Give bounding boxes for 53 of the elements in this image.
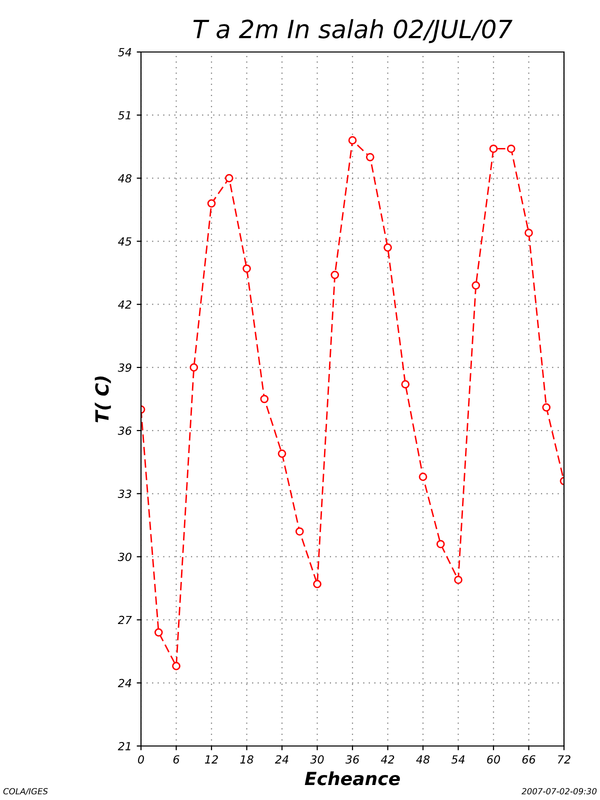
x-tick-label: 0 [138, 755, 144, 764]
x-tick-label: 72 [558, 755, 570, 764]
chart-title: T a 2m In salah 02/JUL/07 [193, 19, 512, 44]
point [542, 403, 551, 412]
point [489, 144, 498, 153]
y-tick-label: 51 [118, 111, 130, 120]
point [348, 136, 357, 144]
y-tick-label: 54 [118, 48, 132, 56]
x-tick-label: 6 [173, 755, 180, 764]
x-tick-label: 36 [345, 755, 360, 764]
point [454, 576, 462, 584]
point [242, 264, 251, 273]
point [330, 270, 340, 280]
y-axis-title: T( C) [94, 376, 111, 422]
y-tick-label: 48 [118, 174, 132, 183]
point [472, 281, 480, 290]
point [418, 472, 428, 481]
y-tick-label: 27 [118, 616, 132, 624]
y-tick-label: 24 [118, 678, 132, 688]
point [154, 628, 163, 637]
point [384, 243, 392, 252]
x-tick-label: 12 [204, 755, 218, 764]
x-tick-label: 66 [522, 755, 536, 764]
y-tick-label: 33 [118, 490, 132, 498]
y-tick-label: 42 [118, 300, 132, 309]
x-tick-label: 18 [240, 755, 254, 764]
point [436, 540, 445, 548]
y-tick-label: 30 [118, 552, 132, 562]
y-tick-label: 36 [118, 426, 132, 435]
point [366, 152, 374, 162]
point [172, 662, 180, 670]
y-tick-label: 45 [118, 237, 132, 246]
text: 2007-07-02-09:30 [522, 788, 597, 794]
point [506, 144, 516, 153]
text: COLA/IGES [3, 788, 48, 796]
x-tick-label: 54 [451, 755, 465, 764]
x-tick-label: 60 [487, 755, 500, 764]
y-tick-label: 21 [118, 742, 130, 750]
point [401, 380, 410, 388]
x-tick-label: 24 [274, 755, 288, 764]
point [295, 527, 304, 536]
y-tick-label: 39 [118, 363, 132, 372]
point [278, 450, 286, 458]
point [207, 199, 216, 208]
x-tick-label: 48 [416, 755, 430, 764]
point [313, 580, 322, 588]
point [524, 228, 533, 238]
x-axis-title: Echeance [304, 771, 400, 786]
x-tick-label: 30 [310, 755, 324, 764]
point [260, 394, 269, 404]
x-tick-label: 42 [380, 755, 394, 764]
point [224, 174, 234, 182]
point [190, 363, 198, 372]
